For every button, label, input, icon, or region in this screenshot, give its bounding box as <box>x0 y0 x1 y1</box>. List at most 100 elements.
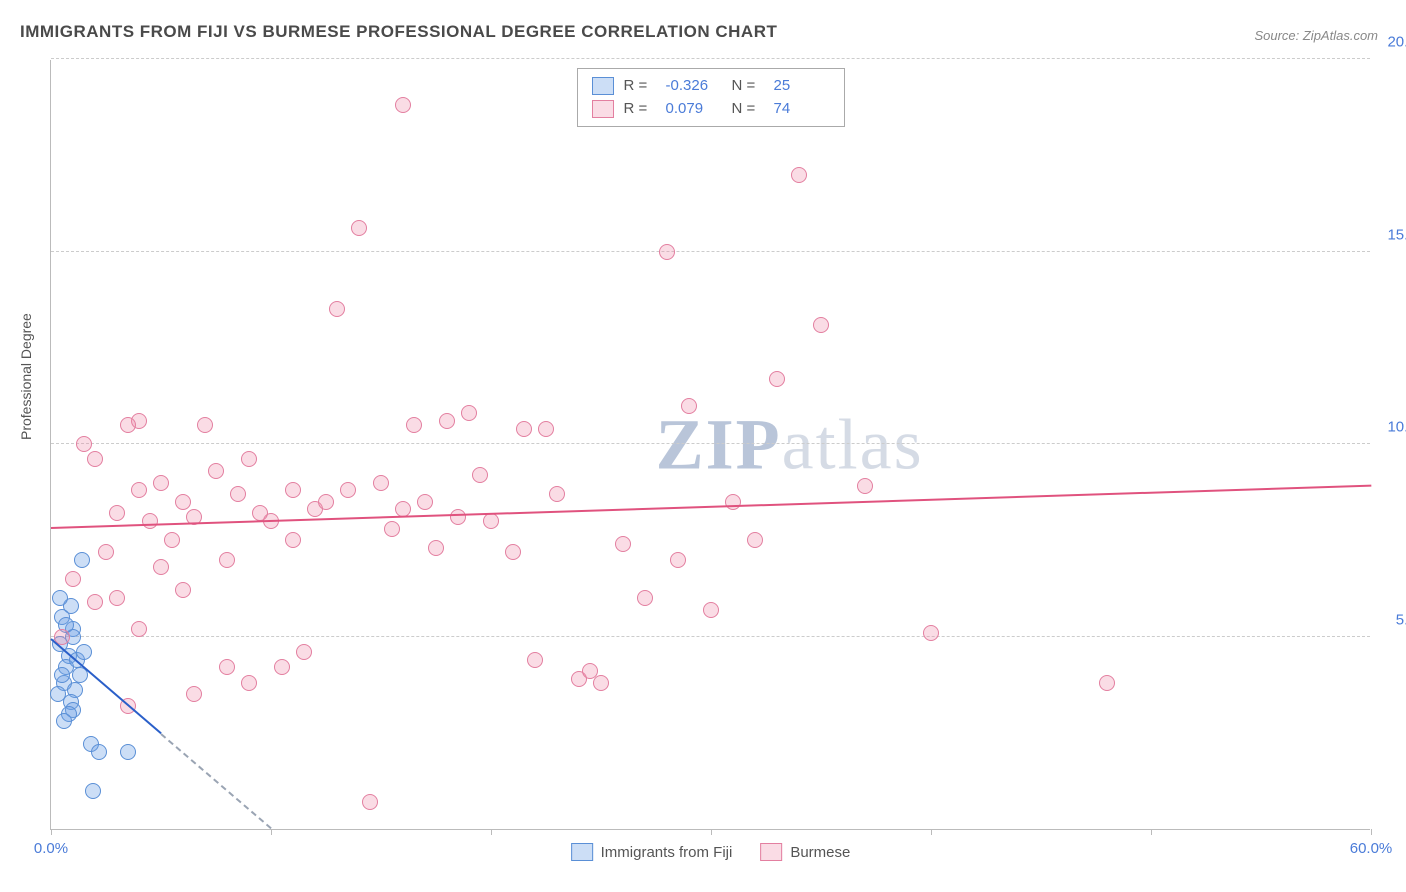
data-point <box>74 552 90 568</box>
data-point <box>659 244 675 260</box>
data-point <box>91 744 107 760</box>
x-tick <box>271 829 272 835</box>
legend-row-fiji: R =-0.326 N =25 <box>592 75 830 98</box>
data-point <box>120 744 136 760</box>
data-point <box>538 421 554 437</box>
gridline <box>51 443 1370 444</box>
data-point <box>428 540 444 556</box>
data-point <box>76 644 92 660</box>
legend-swatch-burmese <box>592 100 614 118</box>
data-point <box>472 467 488 483</box>
data-point <box>450 509 466 525</box>
data-point <box>131 482 147 498</box>
x-tick <box>51 829 52 835</box>
x-tick-label: 60.0% <box>1350 840 1393 857</box>
y-tick-label: 15.0% <box>1387 226 1406 243</box>
data-point <box>582 663 598 679</box>
data-point <box>85 783 101 799</box>
chart-title: IMMIGRANTS FROM FIJI VS BURMESE PROFESSI… <box>20 22 777 42</box>
watermark: ZIPatlas <box>656 403 924 486</box>
y-tick-label: 5.0% <box>1396 611 1406 628</box>
scatter-chart: ZIPatlas R =-0.326 N =25 R =0.079 N =74 … <box>50 60 1370 830</box>
legend-swatch-icon <box>571 843 593 861</box>
data-point <box>637 590 653 606</box>
data-point <box>329 301 345 317</box>
gridline <box>51 251 1370 252</box>
data-point <box>87 594 103 610</box>
data-point <box>318 494 334 510</box>
legend-swatch-fiji <box>592 77 614 95</box>
data-point <box>439 413 455 429</box>
data-point <box>593 675 609 691</box>
data-point <box>417 494 433 510</box>
legend-item-burmese: Burmese <box>760 843 850 861</box>
data-point <box>208 463 224 479</box>
data-point <box>681 398 697 414</box>
legend-row-burmese: R =0.079 N =74 <box>592 98 830 121</box>
x-tick-label: 0.0% <box>34 840 68 857</box>
data-point <box>230 486 246 502</box>
legend-label: Burmese <box>790 844 850 861</box>
data-point <box>285 482 301 498</box>
data-point <box>351 220 367 236</box>
legend-item-fiji: Immigrants from Fiji <box>571 843 733 861</box>
data-point <box>340 482 356 498</box>
data-point <box>505 544 521 560</box>
data-point <box>164 532 180 548</box>
data-point <box>109 505 125 521</box>
data-point <box>98 544 114 560</box>
data-point <box>857 478 873 494</box>
x-tick <box>931 829 932 835</box>
data-point <box>87 451 103 467</box>
data-point <box>76 436 92 452</box>
data-point <box>175 582 191 598</box>
data-point <box>384 521 400 537</box>
data-point <box>296 644 312 660</box>
data-point <box>923 625 939 641</box>
data-point <box>516 421 532 437</box>
data-point <box>153 475 169 491</box>
x-tick <box>491 829 492 835</box>
data-point <box>186 686 202 702</box>
data-point <box>219 552 235 568</box>
data-point <box>52 590 68 606</box>
data-point <box>483 513 499 529</box>
legend-swatch-icon <box>760 843 782 861</box>
data-point <box>373 475 389 491</box>
data-point <box>461 405 477 421</box>
gridline <box>51 58 1370 59</box>
data-point <box>197 417 213 433</box>
y-tick-label: 20.0% <box>1387 34 1406 51</box>
data-point <box>56 713 72 729</box>
data-point <box>153 559 169 575</box>
data-point <box>703 602 719 618</box>
data-point <box>813 317 829 333</box>
trend-line <box>51 484 1371 528</box>
correlation-legend: R =-0.326 N =25 R =0.079 N =74 <box>577 68 845 127</box>
data-point <box>670 552 686 568</box>
data-point <box>527 652 543 668</box>
gridline <box>51 636 1370 637</box>
data-point <box>120 417 136 433</box>
data-point <box>65 571 81 587</box>
data-point <box>274 659 290 675</box>
data-point <box>769 371 785 387</box>
data-point <box>175 494 191 510</box>
data-point <box>747 532 763 548</box>
x-tick <box>1371 829 1372 835</box>
data-point <box>1099 675 1115 691</box>
data-point <box>615 536 631 552</box>
data-point <box>54 667 70 683</box>
data-point <box>131 621 147 637</box>
data-point <box>241 675 257 691</box>
x-tick <box>1151 829 1152 835</box>
trend-line <box>160 733 271 829</box>
data-point <box>406 417 422 433</box>
y-axis-title: Professional Degree <box>18 313 34 440</box>
data-point <box>395 97 411 113</box>
legend-label: Immigrants from Fiji <box>601 844 733 861</box>
data-point <box>109 590 125 606</box>
data-point <box>241 451 257 467</box>
y-tick-label: 10.0% <box>1387 419 1406 436</box>
source-attribution: Source: ZipAtlas.com <box>1254 28 1378 43</box>
